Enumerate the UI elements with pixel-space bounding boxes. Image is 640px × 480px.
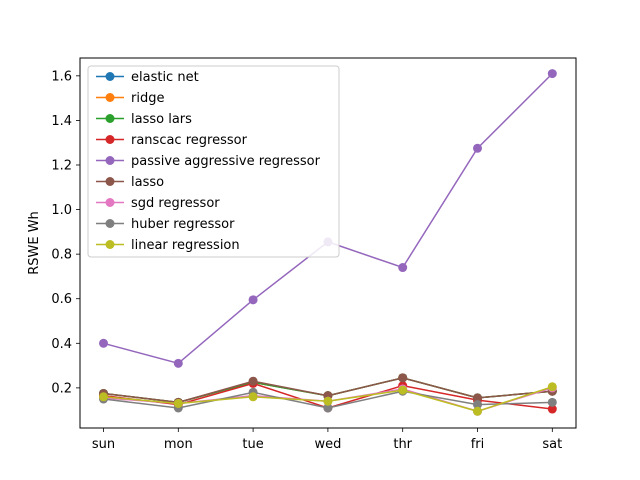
y-tick-label: 1.4 bbox=[51, 114, 72, 129]
data-point bbox=[323, 396, 333, 406]
legend-marker bbox=[105, 240, 115, 249]
y-tick-label: 0.4 bbox=[51, 337, 72, 352]
x-tick-label: fri bbox=[471, 437, 485, 452]
series-layer bbox=[99, 69, 557, 416]
y-tick-label: 0.2 bbox=[51, 381, 72, 396]
legend-item: lasso lars bbox=[96, 112, 192, 127]
data-point bbox=[398, 263, 408, 273]
y-tick-label: 1.0 bbox=[51, 203, 72, 218]
legend-marker bbox=[105, 72, 115, 81]
legend-label: sgd regressor bbox=[131, 196, 220, 211]
x-tick-label: sun bbox=[92, 437, 115, 452]
y-axis-label: RSWE Wh bbox=[27, 211, 42, 275]
x-tick-label: tue bbox=[242, 437, 263, 452]
data-point bbox=[547, 397, 557, 407]
ticks-layer: sun mon tue wed thr fri sat 0.2 0.4 0.6 0.8 1.0 1.2 1… bbox=[51, 69, 562, 452]
data-point bbox=[99, 338, 108, 348]
legend-marker bbox=[105, 198, 115, 207]
x-tick-label: wed bbox=[314, 437, 341, 452]
legend-box bbox=[87, 65, 340, 258]
legend-label: passive aggressive regressor bbox=[131, 154, 321, 169]
data-point bbox=[99, 392, 108, 402]
data-point bbox=[473, 400, 482, 410]
data-point bbox=[547, 69, 557, 79]
data-point bbox=[323, 403, 333, 413]
x-tick-label: thr bbox=[393, 437, 412, 452]
series-8 bbox=[99, 382, 557, 416]
data-point bbox=[473, 406, 482, 416]
legend-label: elastic net bbox=[131, 70, 199, 85]
legend-item: ridge bbox=[96, 91, 164, 106]
legend-label: huber regressor bbox=[131, 217, 235, 232]
data-point bbox=[248, 376, 258, 386]
legend-marker bbox=[105, 219, 115, 228]
legend-item: passive aggressive regressor bbox=[96, 154, 321, 169]
legend-label: lasso bbox=[131, 175, 164, 190]
legend-label: ranscac regressor bbox=[131, 133, 248, 148]
legend-item: sgd regressor bbox=[96, 196, 220, 211]
x-tick-label: sat bbox=[542, 437, 562, 452]
legend-marker bbox=[105, 114, 115, 123]
data-point bbox=[248, 392, 258, 402]
legend-marker bbox=[105, 177, 115, 186]
legend-label: lasso lars bbox=[131, 112, 192, 127]
x-tick-label: mon bbox=[164, 437, 193, 452]
legend-item: elastic net bbox=[96, 70, 199, 85]
plot-frame bbox=[79, 57, 577, 429]
legend-item: ranscac regressor bbox=[96, 133, 248, 148]
legend-marker bbox=[105, 135, 115, 144]
y-tick-label: 0.6 bbox=[51, 292, 72, 307]
y-tick-label: 1.6 bbox=[51, 69, 72, 84]
data-point bbox=[173, 358, 183, 368]
y-tick-label: 0.8 bbox=[51, 248, 72, 263]
y-tick-label: 1.2 bbox=[51, 158, 72, 173]
data-point bbox=[398, 385, 408, 395]
data-point bbox=[473, 143, 482, 153]
data-point bbox=[398, 373, 408, 383]
legend: elastic net ridge lasso lars ranscac regres… bbox=[87, 65, 340, 258]
legend-item: huber regressor bbox=[96, 217, 235, 232]
legend-label: ridge bbox=[131, 91, 164, 106]
legend-item: lasso bbox=[96, 175, 164, 190]
data-point bbox=[473, 393, 482, 403]
data-point bbox=[547, 404, 557, 414]
data-point bbox=[248, 295, 258, 305]
legend-marker bbox=[105, 156, 115, 165]
legend-item: linear regression bbox=[96, 238, 240, 253]
legend-marker bbox=[105, 93, 115, 102]
legend-label: linear regression bbox=[131, 238, 240, 253]
data-point bbox=[173, 398, 183, 408]
data-point bbox=[547, 382, 557, 392]
